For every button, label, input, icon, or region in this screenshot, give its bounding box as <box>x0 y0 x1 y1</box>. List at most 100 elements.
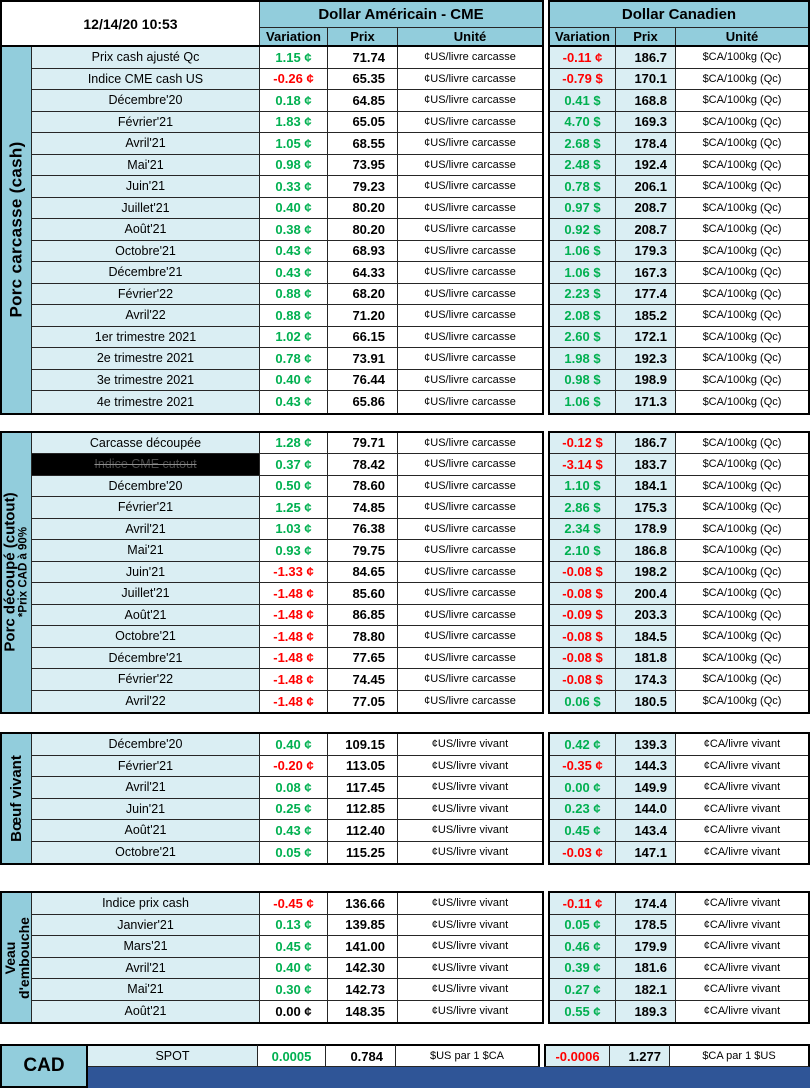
us-unite-label: ¢US/livre carcasse <box>398 240 542 262</box>
us-unite-label: ¢US/livre carcasse <box>398 176 542 198</box>
us-variation-value: 0.18 ¢ <box>260 90 328 112</box>
us-unite-label: ¢US/livre carcasse <box>398 583 542 605</box>
ca-variation-value: -0.09 $ <box>550 604 616 626</box>
cad-spot-section: CAD SPOT 0.0005 0.784 $US par 1 $CA -0.0… <box>0 1044 810 1088</box>
ca-unite-label: $CA/100kg (Qc) <box>676 197 808 219</box>
us-unite-label: ¢US/livre carcasse <box>398 154 542 176</box>
us-unite-label: ¢US/livre carcasse <box>398 133 542 155</box>
row-label: Avril'21 <box>32 518 260 540</box>
ca-unite-label: $CA/100kg (Qc) <box>676 454 808 476</box>
us-prix-value: 112.40 <box>328 820 398 842</box>
ca-variation-value: 0.92 $ <box>550 219 616 241</box>
porc-decoupe-cutout-us-block: Porc découpé (cutout) *Prix CAD à 90% Carc… <box>0 430 544 714</box>
ca-unite-label: $CA/100kg (Qc) <box>676 348 808 370</box>
us-variation-value: 1.25 ¢ <box>260 497 328 519</box>
ca-variation-value: 2.08 $ <box>550 305 616 327</box>
us-prix-value: 77.65 <box>328 647 398 669</box>
us-variation-value: 0.43 ¢ <box>260 262 328 284</box>
us-variation-value: 0.88 ¢ <box>260 283 328 305</box>
porc-decoupe-cutout-sidebar-label: Porc découpé (cutout) *Prix CAD à 90% <box>2 432 32 712</box>
us-variation-value: 0.78 ¢ <box>260 348 328 370</box>
ca-prix-value: 182.1 <box>616 979 676 1001</box>
us-prix-value: 148.35 <box>328 1000 398 1022</box>
ca-prix-col-header: Prix <box>616 28 676 45</box>
us-variation-value: 1.83 ¢ <box>260 111 328 133</box>
row-label: 1er trimestre 2021 <box>32 326 260 348</box>
us-prix-value: 79.71 <box>328 432 398 454</box>
column-gap <box>544 47 548 415</box>
us-variation-value: 1.02 ¢ <box>260 326 328 348</box>
porc-carcasse-cash-ca-block: -0.11 ¢ 186.7 $CA/100kg (Qc) -0.79 $170.1 $C… <box>548 47 810 415</box>
us-prix-value: 139.85 <box>328 914 398 936</box>
ca-variation-value: 0.05 ¢ <box>550 914 616 936</box>
ca-prix-value: 179.9 <box>616 936 676 958</box>
ca-prix-value: 181.8 <box>616 647 676 669</box>
ca-variation-value: 2.48 $ <box>550 154 616 176</box>
ca-unite-label: ¢CA/livre vivant <box>676 936 808 958</box>
ca-unite-label: ¢CA/livre vivant <box>676 755 808 777</box>
us-variation-value: 0.88 ¢ <box>260 305 328 327</box>
ca-unite-label: $CA/100kg (Qc) <box>676 176 808 198</box>
ca-prix-value: 186.7 <box>616 432 676 454</box>
us-unite-label: ¢US/livre carcasse <box>398 626 542 648</box>
ca-variation-value: -0.08 $ <box>550 669 616 691</box>
us-prix-value: 65.05 <box>328 111 398 133</box>
ca-prix-value: 200.4 <box>616 583 676 605</box>
ca-unite-label: $CA/100kg (Qc) <box>676 540 808 562</box>
ca-prix-value: 147.1 <box>616 841 676 863</box>
ca-variation-value: -0.08 $ <box>550 647 616 669</box>
us-unite-col-header: Unité <box>398 28 542 45</box>
us-prix-value: 71.74 <box>328 47 398 69</box>
ca-variation-value: 0.46 ¢ <box>550 936 616 958</box>
us-variation-value: 0.25 ¢ <box>260 798 328 820</box>
ca-prix-value: 170.1 <box>616 68 676 90</box>
us-variation-value: -1.48 ¢ <box>260 647 328 669</box>
row-label: Juillet'21 <box>32 197 260 219</box>
cad-ca-unite-label: $CA par 1 $US <box>670 1044 810 1067</box>
ca-variation-value: 4.70 $ <box>550 111 616 133</box>
ca-prix-value: 183.7 <box>616 454 676 476</box>
ca-unite-label: $CA/100kg (Qc) <box>676 583 808 605</box>
us-variation-value: 0.43 ¢ <box>260 391 328 413</box>
ca-unite-label: $CA/100kg (Qc) <box>676 262 808 284</box>
us-variation-value: -1.48 ¢ <box>260 626 328 648</box>
spot-label: SPOT <box>88 1044 258 1067</box>
ca-unite-label: $CA/100kg (Qc) <box>676 690 808 712</box>
timestamp: 12/14/20 10:53 <box>2 2 260 45</box>
us-prix-value: 77.05 <box>328 690 398 712</box>
us-unite-label: ¢US/livre carcasse <box>398 283 542 305</box>
us-unite-label: ¢US/livre vivant <box>398 777 542 799</box>
us-header-block: 12/14/20 10:53 Dollar Américain - CME Va… <box>0 0 544 47</box>
ca-unite-col-header: Unité <box>676 28 808 45</box>
us-unite-label: ¢US/livre carcasse <box>398 454 542 476</box>
row-label: Avril'22 <box>32 305 260 327</box>
us-variation-value: -0.45 ¢ <box>260 893 328 915</box>
ca-unite-label: $CA/100kg (Qc) <box>676 133 808 155</box>
ca-variation-col-header: Variation <box>550 28 616 45</box>
us-prix-value: 142.30 <box>328 957 398 979</box>
ca-unite-label: ¢CA/livre vivant <box>676 777 808 799</box>
us-prix-value: 113.05 <box>328 755 398 777</box>
row-label: 4e trimestre 2021 <box>32 391 260 413</box>
row-label: Avril'21 <box>32 133 260 155</box>
ca-prix-value: 181.6 <box>616 957 676 979</box>
veau-embouche-us-block: Veau d'embouche Indice prix cash -0.45 ¢ 136… <box>0 891 544 1024</box>
us-prix-value: 68.55 <box>328 133 398 155</box>
row-label: Décembre'20 <box>32 90 260 112</box>
ca-unite-label: $CA/100kg (Qc) <box>676 626 808 648</box>
ca-prix-value: 184.1 <box>616 475 676 497</box>
ca-variation-value: 2.10 $ <box>550 540 616 562</box>
ca-prix-value: 203.3 <box>616 604 676 626</box>
ca-variation-value: 0.42 ¢ <box>550 734 616 756</box>
us-prix-value: 76.38 <box>328 518 398 540</box>
ca-variation-value: -0.79 $ <box>550 68 616 90</box>
sidebar-rotated-text: Veau d'embouche <box>2 917 32 999</box>
ca-unite-label: $CA/100kg (Qc) <box>676 283 808 305</box>
ca-prix-value: 192.4 <box>616 154 676 176</box>
column-gap <box>544 430 548 714</box>
ca-prix-value: 186.7 <box>616 47 676 69</box>
row-label: Juin'21 <box>32 561 260 583</box>
cad-ca-prix-value: 1.277 <box>610 1044 670 1067</box>
column-gap <box>544 0 548 47</box>
us-dollar-header: Dollar Américain - CME <box>260 2 542 28</box>
